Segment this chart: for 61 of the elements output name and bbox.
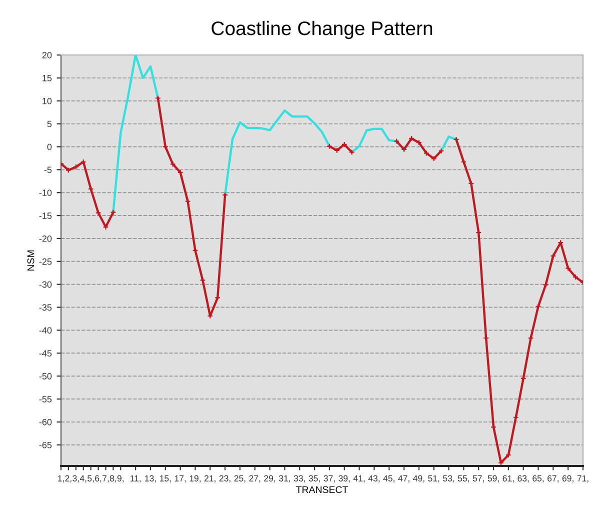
x-tick-label: 3, (72, 475, 79, 482)
x-tick-label: 4, (80, 475, 86, 482)
y-tick-label: 5 (47, 120, 52, 128)
y-tick-label: -5 (44, 166, 52, 174)
y-tick-label: -65 (39, 442, 52, 448)
x-tick-label: 41, (353, 475, 365, 482)
x-tick-label: 39, (338, 475, 350, 482)
x-tick-label: 8, (110, 475, 116, 482)
y-tick-label: -20 (39, 235, 52, 242)
x-tick-label: 35, (308, 475, 320, 482)
x-tick-label: 31, (278, 475, 290, 482)
x-tick-label: 21, (204, 475, 216, 482)
y-tick-label: -15 (39, 212, 52, 219)
x-tick-label: 29, (264, 475, 276, 482)
y-tick-label: -45 (39, 350, 52, 357)
x-tick-label: 7, (102, 475, 109, 482)
x-tick-label: 25, (234, 475, 246, 482)
x-tick-label: 17, (174, 475, 186, 482)
y-axis-title: NSM (27, 250, 34, 271)
y-tick-label: -35 (39, 304, 52, 311)
x-tick-label: 51, (428, 475, 440, 482)
x-tick-label: 61, (502, 475, 514, 482)
x-tick-label: 2, (65, 475, 72, 482)
chart-title: Coastline Change Pattern (212, 20, 432, 40)
x-tick-label: 11, (130, 475, 141, 482)
y-tick-label: 10 (42, 98, 52, 104)
x-tick-label: 37, (324, 475, 335, 482)
y-tick-label: 15 (42, 74, 52, 82)
x-tick-label: 71, (577, 475, 588, 482)
x-tick-label: 13, (145, 475, 156, 482)
y-tick-label: -55 (39, 396, 52, 402)
y-tick-label: -25 (39, 258, 52, 265)
x-tick-label: 49, (413, 475, 424, 482)
x-tick-label: 65, (532, 475, 544, 482)
x-tick-label: 15, (160, 475, 171, 482)
x-tick-label: 67, (548, 475, 558, 482)
x-tick-label: 19, (190, 475, 201, 482)
x-tick-label: 6, (95, 475, 102, 482)
x-tick-label: 27, (249, 475, 260, 482)
x-tick-label: 33, (294, 475, 305, 482)
x-tick-label: 57, (472, 475, 484, 482)
y-tick-label: 0 (47, 144, 52, 150)
x-tick-label: 47, (398, 475, 410, 482)
y-tick-label: -50 (39, 373, 52, 380)
y-tick-label: -40 (39, 327, 52, 334)
x-tick-label: 55, (458, 475, 469, 482)
y-tick-label: 20 (42, 52, 52, 58)
x-tick-label: 9, (117, 475, 124, 482)
x-tick-label: 63, (518, 475, 529, 482)
x-tick-label: 53, (443, 475, 454, 482)
y-tick-label: -30 (39, 281, 52, 288)
x-tick-label: 1, (58, 475, 64, 482)
x-tick-label: 69, (562, 475, 574, 482)
x-tick-label: 43, (368, 475, 380, 482)
y-tick-label: -10 (39, 190, 52, 196)
x-tick-label: 45, (383, 475, 394, 482)
x-axis-title: TRANSECT (296, 486, 348, 494)
x-tick-label: 23, (219, 475, 230, 482)
x-tick-label: 5, (88, 475, 94, 482)
x-tick-label: 59, (488, 475, 499, 482)
y-tick-label: -60 (39, 418, 52, 426)
